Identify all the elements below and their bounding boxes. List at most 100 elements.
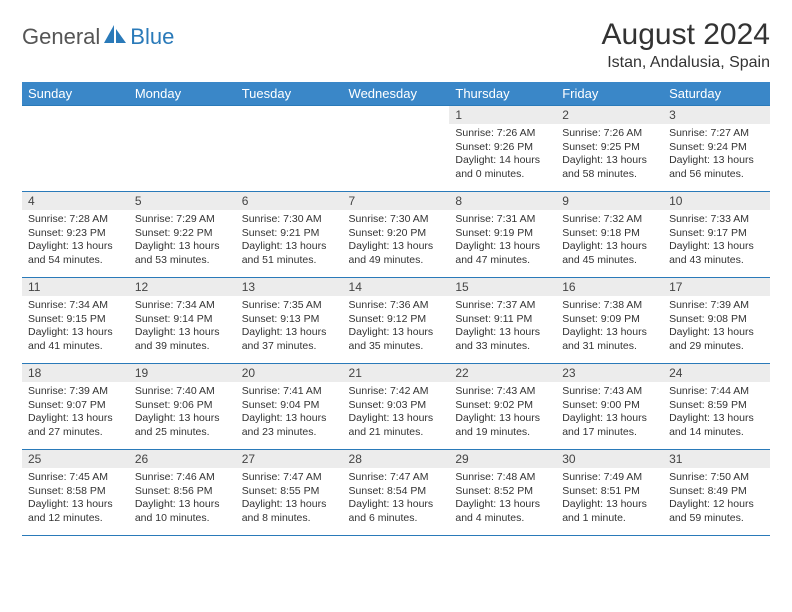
month-title: August 2024: [602, 18, 770, 52]
weekday-header: Wednesday: [343, 82, 450, 106]
day-number: 21: [343, 364, 450, 382]
day-number: 22: [449, 364, 556, 382]
calendar-cell: 8Sunrise: 7:31 AMSunset: 9:19 PMDaylight…: [449, 192, 556, 278]
day-number: 7: [343, 192, 450, 210]
day-number: 24: [663, 364, 770, 382]
calendar-cell: 24Sunrise: 7:44 AMSunset: 8:59 PMDayligh…: [663, 364, 770, 450]
day-number: 28: [343, 450, 450, 468]
day-number: 26: [129, 450, 236, 468]
day-details: Sunrise: 7:30 AMSunset: 9:21 PMDaylight:…: [236, 210, 343, 272]
day-details: Sunrise: 7:30 AMSunset: 9:20 PMDaylight:…: [343, 210, 450, 272]
day-number: 8: [449, 192, 556, 210]
day-number: 1: [449, 106, 556, 124]
calendar-row: 1Sunrise: 7:26 AMSunset: 9:26 PMDaylight…: [22, 106, 770, 192]
day-details: Sunrise: 7:38 AMSunset: 9:09 PMDaylight:…: [556, 296, 663, 358]
day-details: Sunrise: 7:27 AMSunset: 9:24 PMDaylight:…: [663, 124, 770, 186]
calendar-cell: 25Sunrise: 7:45 AMSunset: 8:58 PMDayligh…: [22, 450, 129, 536]
calendar-cell: 17Sunrise: 7:39 AMSunset: 9:08 PMDayligh…: [663, 278, 770, 364]
calendar-cell: 6Sunrise: 7:30 AMSunset: 9:21 PMDaylight…: [236, 192, 343, 278]
day-number: 16: [556, 278, 663, 296]
calendar-cell: 3Sunrise: 7:27 AMSunset: 9:24 PMDaylight…: [663, 106, 770, 192]
day-details: Sunrise: 7:34 AMSunset: 9:15 PMDaylight:…: [22, 296, 129, 358]
calendar-cell: [129, 106, 236, 192]
calendar-cell: 11Sunrise: 7:34 AMSunset: 9:15 PMDayligh…: [22, 278, 129, 364]
day-number: 29: [449, 450, 556, 468]
calendar-cell: 7Sunrise: 7:30 AMSunset: 9:20 PMDaylight…: [343, 192, 450, 278]
day-number: 25: [22, 450, 129, 468]
day-details: Sunrise: 7:34 AMSunset: 9:14 PMDaylight:…: [129, 296, 236, 358]
calendar-cell: 29Sunrise: 7:48 AMSunset: 8:52 PMDayligh…: [449, 450, 556, 536]
day-number: 23: [556, 364, 663, 382]
calendar-row: 11Sunrise: 7:34 AMSunset: 9:15 PMDayligh…: [22, 278, 770, 364]
day-details: Sunrise: 7:47 AMSunset: 8:55 PMDaylight:…: [236, 468, 343, 530]
day-details: Sunrise: 7:48 AMSunset: 8:52 PMDaylight:…: [449, 468, 556, 530]
day-number: 6: [236, 192, 343, 210]
day-number: 31: [663, 450, 770, 468]
day-details: Sunrise: 7:26 AMSunset: 9:26 PMDaylight:…: [449, 124, 556, 186]
title-block: August 2024 Istan, Andalusia, Spain: [602, 18, 770, 72]
day-number: 10: [663, 192, 770, 210]
weekday-header: Monday: [129, 82, 236, 106]
logo-text-blue: Blue: [130, 24, 174, 50]
calendar-cell: 18Sunrise: 7:39 AMSunset: 9:07 PMDayligh…: [22, 364, 129, 450]
calendar-row: 25Sunrise: 7:45 AMSunset: 8:58 PMDayligh…: [22, 450, 770, 536]
day-details: Sunrise: 7:37 AMSunset: 9:11 PMDaylight:…: [449, 296, 556, 358]
day-number: 15: [449, 278, 556, 296]
day-number: 19: [129, 364, 236, 382]
calendar-cell: 30Sunrise: 7:49 AMSunset: 8:51 PMDayligh…: [556, 450, 663, 536]
weekday-header-row: Sunday Monday Tuesday Wednesday Thursday…: [22, 82, 770, 106]
location: Istan, Andalusia, Spain: [602, 54, 770, 72]
day-details: Sunrise: 7:31 AMSunset: 9:19 PMDaylight:…: [449, 210, 556, 272]
logo-sail-icon: [104, 25, 126, 50]
calendar-cell: 28Sunrise: 7:47 AMSunset: 8:54 PMDayligh…: [343, 450, 450, 536]
calendar-cell: 16Sunrise: 7:38 AMSunset: 9:09 PMDayligh…: [556, 278, 663, 364]
calendar-table: Sunday Monday Tuesday Wednesday Thursday…: [22, 82, 770, 536]
day-details: Sunrise: 7:41 AMSunset: 9:04 PMDaylight:…: [236, 382, 343, 444]
calendar-cell: [22, 106, 129, 192]
day-details: Sunrise: 7:35 AMSunset: 9:13 PMDaylight:…: [236, 296, 343, 358]
day-number: 17: [663, 278, 770, 296]
calendar-row: 18Sunrise: 7:39 AMSunset: 9:07 PMDayligh…: [22, 364, 770, 450]
day-number: 30: [556, 450, 663, 468]
day-details: Sunrise: 7:39 AMSunset: 9:08 PMDaylight:…: [663, 296, 770, 358]
day-number: 4: [22, 192, 129, 210]
calendar-cell: [343, 106, 450, 192]
day-number: 18: [22, 364, 129, 382]
calendar-cell: 14Sunrise: 7:36 AMSunset: 9:12 PMDayligh…: [343, 278, 450, 364]
day-details: Sunrise: 7:44 AMSunset: 8:59 PMDaylight:…: [663, 382, 770, 444]
day-details: Sunrise: 7:43 AMSunset: 9:00 PMDaylight:…: [556, 382, 663, 444]
day-number: 27: [236, 450, 343, 468]
calendar-cell: 13Sunrise: 7:35 AMSunset: 9:13 PMDayligh…: [236, 278, 343, 364]
day-details: Sunrise: 7:47 AMSunset: 8:54 PMDaylight:…: [343, 468, 450, 530]
calendar-cell: 9Sunrise: 7:32 AMSunset: 9:18 PMDaylight…: [556, 192, 663, 278]
day-number: 9: [556, 192, 663, 210]
weekday-header: Saturday: [663, 82, 770, 106]
day-number: 13: [236, 278, 343, 296]
calendar-cell: 15Sunrise: 7:37 AMSunset: 9:11 PMDayligh…: [449, 278, 556, 364]
calendar-cell: 22Sunrise: 7:43 AMSunset: 9:02 PMDayligh…: [449, 364, 556, 450]
weekday-header: Thursday: [449, 82, 556, 106]
day-number: 2: [556, 106, 663, 124]
calendar-cell: 5Sunrise: 7:29 AMSunset: 9:22 PMDaylight…: [129, 192, 236, 278]
logo-text-general: General: [22, 24, 100, 50]
day-number: 14: [343, 278, 450, 296]
day-details: Sunrise: 7:36 AMSunset: 9:12 PMDaylight:…: [343, 296, 450, 358]
calendar-cell: 26Sunrise: 7:46 AMSunset: 8:56 PMDayligh…: [129, 450, 236, 536]
weekday-header: Sunday: [22, 82, 129, 106]
day-details: Sunrise: 7:39 AMSunset: 9:07 PMDaylight:…: [22, 382, 129, 444]
day-details: Sunrise: 7:28 AMSunset: 9:23 PMDaylight:…: [22, 210, 129, 272]
day-details: Sunrise: 7:33 AMSunset: 9:17 PMDaylight:…: [663, 210, 770, 272]
logo: General Blue: [22, 24, 174, 50]
day-details: Sunrise: 7:29 AMSunset: 9:22 PMDaylight:…: [129, 210, 236, 272]
calendar-cell: 10Sunrise: 7:33 AMSunset: 9:17 PMDayligh…: [663, 192, 770, 278]
day-number: 5: [129, 192, 236, 210]
calendar-cell: 19Sunrise: 7:40 AMSunset: 9:06 PMDayligh…: [129, 364, 236, 450]
day-number: 20: [236, 364, 343, 382]
calendar-cell: 23Sunrise: 7:43 AMSunset: 9:00 PMDayligh…: [556, 364, 663, 450]
day-details: Sunrise: 7:45 AMSunset: 8:58 PMDaylight:…: [22, 468, 129, 530]
calendar-cell: 27Sunrise: 7:47 AMSunset: 8:55 PMDayligh…: [236, 450, 343, 536]
day-details: Sunrise: 7:40 AMSunset: 9:06 PMDaylight:…: [129, 382, 236, 444]
calendar-row: 4Sunrise: 7:28 AMSunset: 9:23 PMDaylight…: [22, 192, 770, 278]
day-number: 11: [22, 278, 129, 296]
day-details: Sunrise: 7:26 AMSunset: 9:25 PMDaylight:…: [556, 124, 663, 186]
